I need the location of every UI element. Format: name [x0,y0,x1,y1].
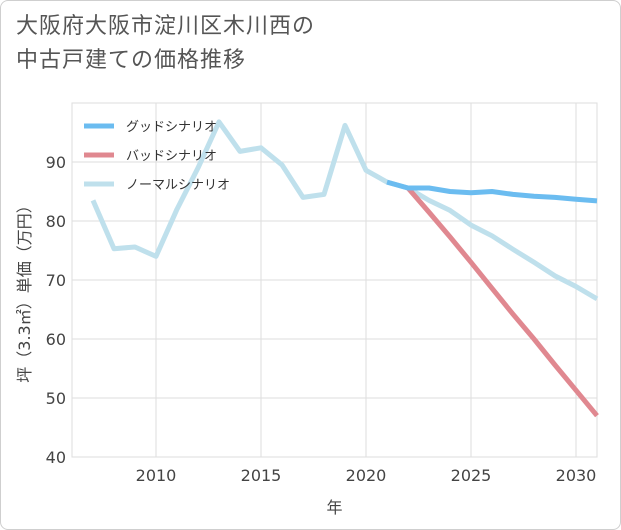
legend-label: バッドシナリオ [126,149,217,164]
series-line [406,186,599,418]
chart-title: 大阪府大阪市淀川区木川西の 中古戸建ての価格推移 [16,10,315,78]
y-tick-label: 80 [46,212,66,231]
series-line [90,119,599,302]
y-tick-label: 60 [46,330,66,349]
chart-title-line1: 大阪府大阪市淀川区木川西の [16,14,316,39]
x-tick-label: 2020 [346,466,387,485]
chart-title-line2: 中古戸建ての価格推移 [16,48,247,73]
x-tick-label: 2015 [241,466,282,485]
y-tick-label: 40 [46,448,66,467]
x-tick-label: 2030 [556,466,597,485]
y-tick-label: 70 [46,271,66,290]
axis-ticks: 40 50 60 70 80 90 2010 2015 2020 2025 2030 [46,153,597,485]
legend-label: グッドシナリオ [126,120,217,135]
y-tick-label: 50 [46,389,66,408]
grid-lines [71,102,598,458]
x-axis-label: 年 [326,498,342,517]
series-lines [90,119,599,418]
x-tick-label: 2025 [451,466,492,485]
y-tick-label: 90 [46,153,66,172]
legend-label: ノーマルシナリオ [126,178,230,193]
series-line [386,179,598,204]
y-axis-label: 坪（3.3㎡）単価（万円） [15,197,34,382]
x-tick-label: 2010 [136,466,177,485]
